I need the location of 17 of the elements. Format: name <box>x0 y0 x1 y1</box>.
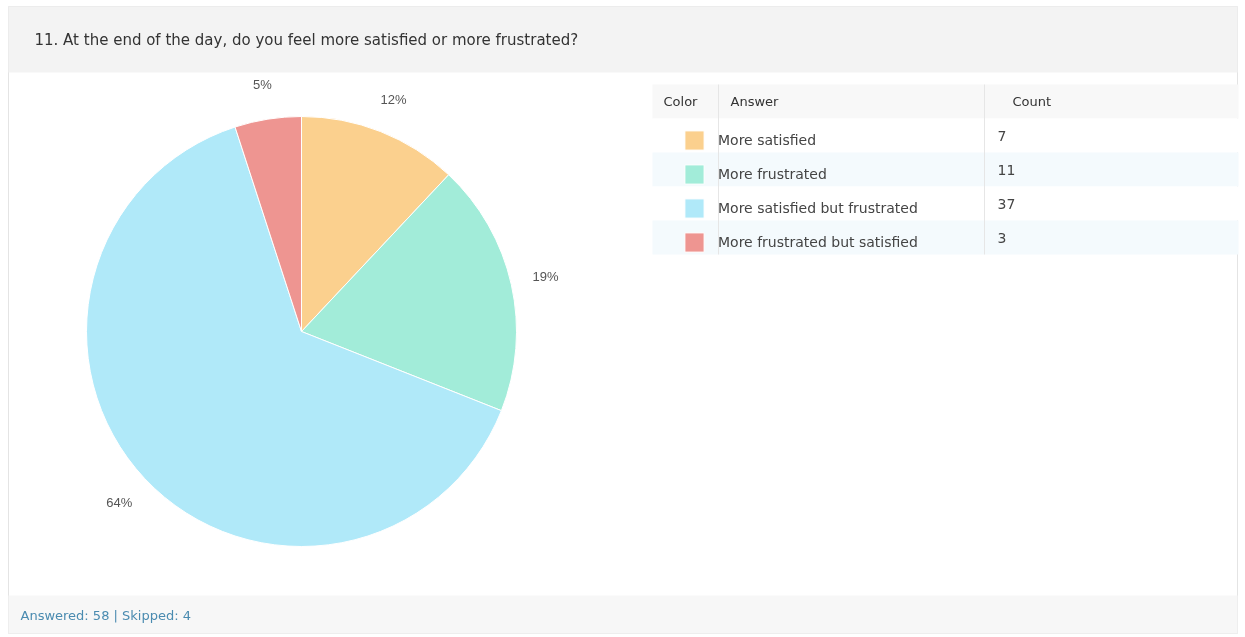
text: Answered: 58 | Skipped: 4 <box>20 608 191 623</box>
text: 11 <box>997 161 1016 178</box>
text: 37 <box>997 195 1016 212</box>
chart-title: 11. At the end of the day, do you feel more satisfied or more frustrated? <box>34 30 579 49</box>
text: Color <box>663 94 699 109</box>
text: Count <box>1012 94 1052 109</box>
text: 7 <box>997 127 1007 144</box>
data-label: 19% <box>532 269 559 285</box>
text: 3 <box>997 229 1007 246</box>
legend-label: More frustrated but satisfied <box>718 234 918 250</box>
text: Answer <box>730 94 780 109</box>
legend-label: More frustrated <box>718 166 827 182</box>
legend-label: More satisfied <box>718 132 817 148</box>
data-label: 5% <box>253 77 273 93</box>
legend-label: More satisfied but frustrated <box>718 200 918 216</box>
data-label: 12% <box>380 91 407 107</box>
data-label: 64% <box>106 495 133 511</box>
